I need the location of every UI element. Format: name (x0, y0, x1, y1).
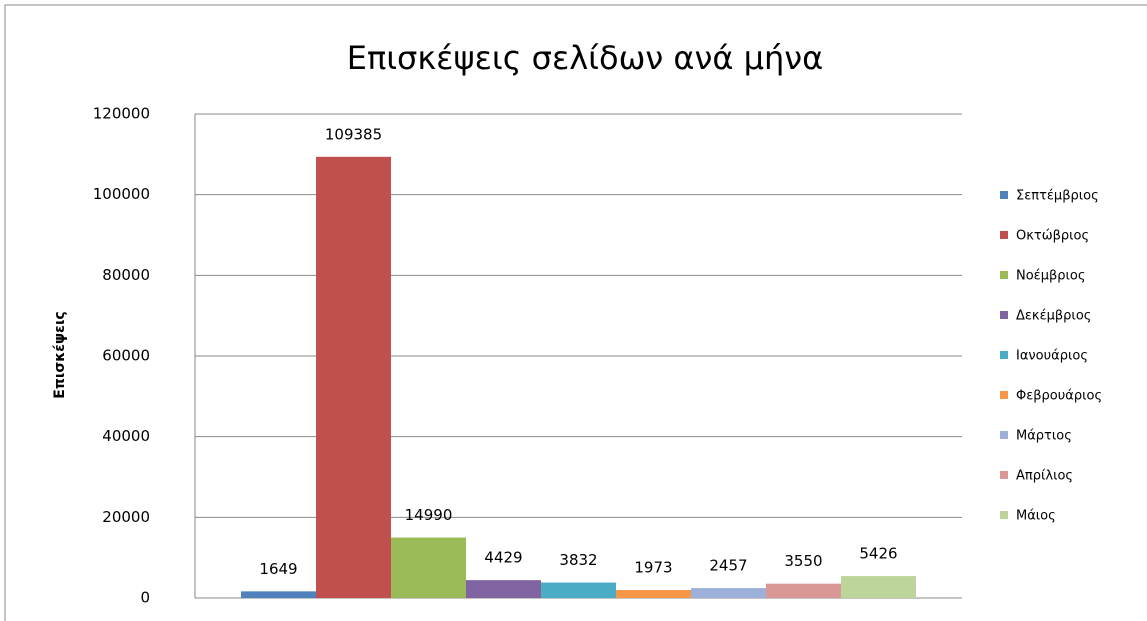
legend-label: Φεβρουάριος (1016, 389, 1102, 404)
chart-border (4, 4, 1147, 621)
legend-swatch (1000, 391, 1008, 399)
y-tick-label: 80000 (102, 266, 150, 284)
legend-label: Δεκέμβριος (1016, 309, 1091, 324)
chart-title: Επισκέψεις σελίδων ανά μήνα (347, 39, 824, 77)
bar (541, 582, 616, 598)
y-tick-label: 100000 (93, 185, 150, 203)
value-label: 5426 (859, 545, 897, 563)
value-label: 2457 (709, 557, 747, 575)
legend-swatch (1000, 231, 1008, 239)
y-tick-label: 20000 (102, 508, 150, 526)
legend-swatch (1000, 351, 1008, 359)
bar (765, 583, 841, 598)
legend-swatch (1000, 511, 1008, 519)
y-tick-label: 60000 (102, 347, 150, 365)
y-axis-label: Επισκέψεις (52, 311, 68, 398)
legend-swatch (1000, 471, 1008, 479)
bar (466, 580, 542, 598)
value-label: 3832 (559, 551, 597, 569)
bar (391, 537, 467, 598)
bar (241, 591, 317, 598)
y-tick-label: 40000 (102, 427, 150, 445)
value-label: 109385 (325, 125, 382, 143)
bar (615, 590, 691, 598)
legend-swatch (1000, 191, 1008, 199)
value-label: 4429 (484, 549, 522, 567)
value-label: 3550 (784, 552, 822, 570)
bar (316, 156, 392, 598)
legend-label: Ιανουάριος (1016, 349, 1088, 364)
legend-swatch (1000, 271, 1008, 279)
legend-label: Νοέμβριος (1016, 269, 1086, 284)
legend-label: Σεπτέμβριος (1016, 189, 1099, 204)
legend-label: Μάρτιος (1016, 429, 1072, 444)
legend-swatch (1000, 311, 1008, 319)
value-label: 1973 (634, 559, 672, 577)
y-tick-label: 0 (140, 589, 150, 607)
bar (690, 588, 766, 598)
legend-label: Οκτώβριος (1016, 229, 1089, 244)
legend-label: Απρίλιος (1016, 469, 1073, 484)
legend-label: Μάιος (1016, 509, 1056, 524)
bar (840, 576, 916, 598)
value-label: 1649 (259, 560, 297, 578)
value-label: 14990 (405, 506, 453, 524)
y-tick-label: 120000 (93, 105, 150, 123)
legend-swatch (1000, 431, 1008, 439)
